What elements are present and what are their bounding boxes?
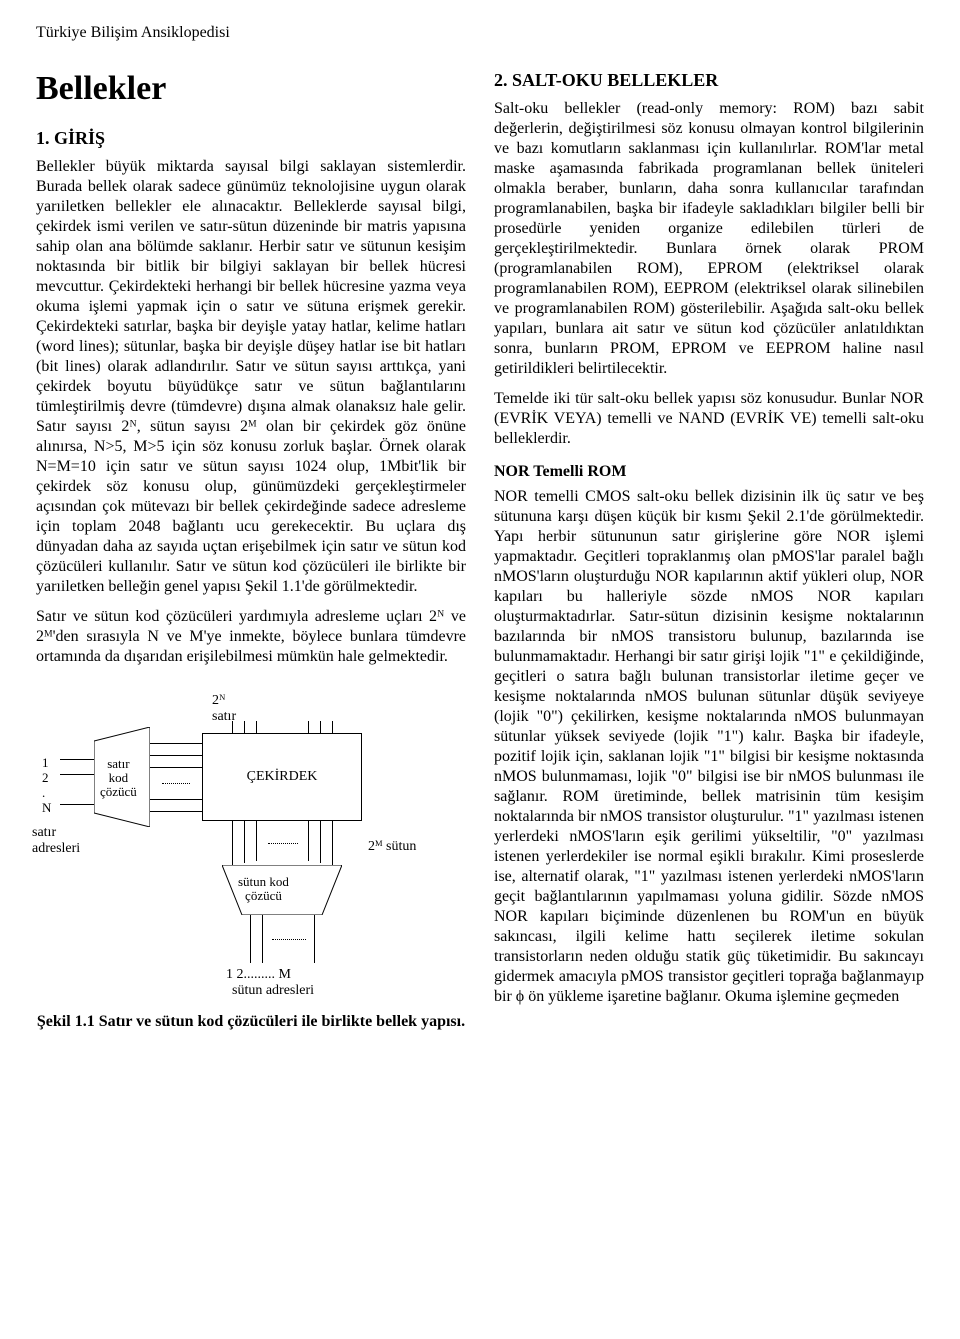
figure-1-1-caption: Şekil 1.1 Satır ve sütun kod çözücüleri … bbox=[36, 1013, 466, 1031]
left-column: Bellekler 1. GİRİŞ Bellekler büyük mikta… bbox=[36, 70, 466, 1031]
rom-types-paragraph: Temelde iki tür salt-oku bellek yapısı s… bbox=[494, 389, 924, 449]
page-heading: Bellekler bbox=[36, 70, 466, 108]
section-1-title: 1. GİRİŞ bbox=[36, 128, 466, 149]
row-address-numbers: 1 2 . N bbox=[42, 755, 51, 815]
site-title: Türkiye Bilişim Ansiklopedisi bbox=[36, 24, 924, 42]
row-decoder-label: satır kod çözücü bbox=[100, 757, 137, 799]
core-box: ÇEKİRDEK bbox=[202, 733, 362, 821]
intro-paragraph-1: Bellekler büyük miktarda sayısal bilgi s… bbox=[36, 157, 466, 597]
rom-intro-paragraph: Salt-oku bellekler (read-only memory: RO… bbox=[494, 99, 924, 379]
nor-rom-subheading: NOR Temelli ROM bbox=[494, 463, 924, 481]
column-decoder-label: sütun kod çözücü bbox=[238, 875, 289, 903]
row-address-caption: satır adresleri bbox=[32, 825, 80, 857]
right-column: 2. SALT-OKU BELLEKLER Salt-oku bellekler… bbox=[494, 70, 924, 1031]
nor-rom-paragraph: NOR temelli CMOS salt-oku bellek dizisin… bbox=[494, 487, 924, 1007]
column-address-caption: sütun adresleri bbox=[232, 983, 314, 999]
figure-1-1-diagram: 1 2 . N satır adresleri satır kod çözücü bbox=[32, 677, 462, 1007]
column-input-numbers: 1 2......... M bbox=[226, 967, 291, 983]
section-2-title: 2. SALT-OKU BELLEKLER bbox=[494, 70, 924, 91]
column-count-label: 2ᴹ sütun bbox=[368, 839, 416, 855]
intro-paragraph-2: Satır ve sütun kod çözücüleri yardımıyla… bbox=[36, 607, 466, 667]
